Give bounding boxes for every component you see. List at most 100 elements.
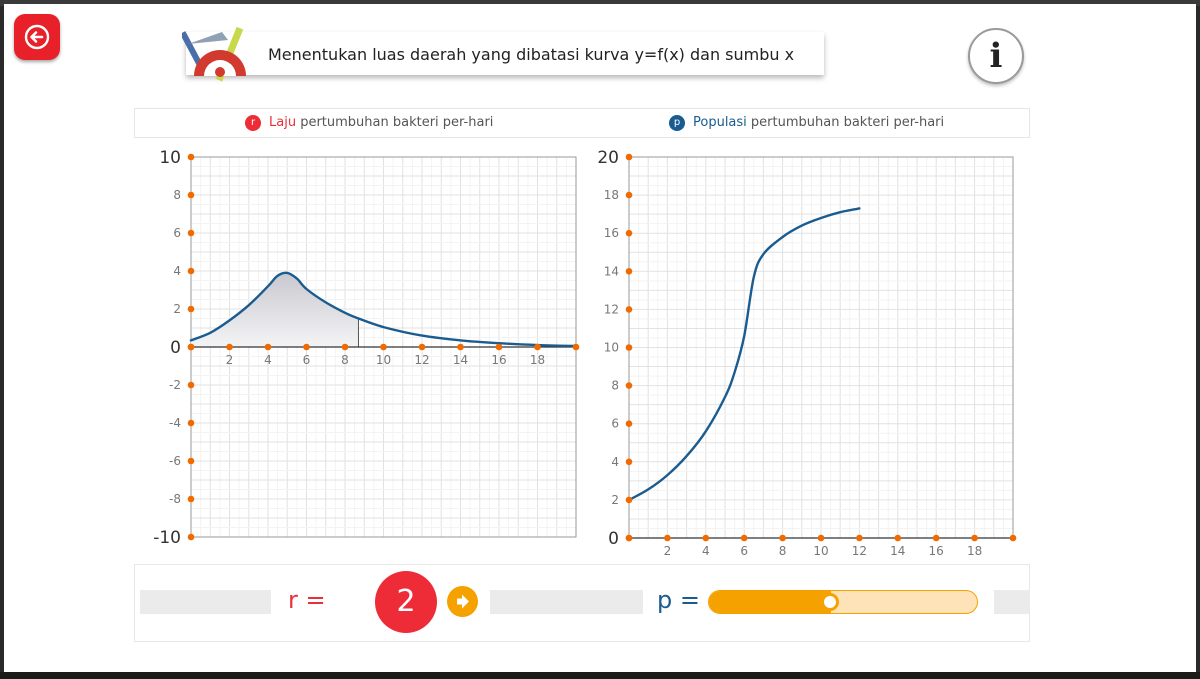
x-tick-label: 8 bbox=[341, 353, 349, 367]
y-tick-dot bbox=[187, 495, 195, 503]
x-tick-label: 12 bbox=[414, 353, 429, 367]
y-tick-label: 4 bbox=[611, 455, 619, 469]
data-curve bbox=[189, 271, 578, 348]
x-tick-dot bbox=[380, 343, 387, 351]
y-tick-label: -10 bbox=[153, 528, 181, 546]
x-tick-label: 12 bbox=[852, 544, 867, 556]
y-tick-label: 10 bbox=[159, 148, 181, 168]
y-tick-label: -4 bbox=[169, 416, 181, 430]
legend-population-highlight: Populasi bbox=[693, 115, 747, 130]
y-tick-label: 0 bbox=[170, 338, 181, 358]
x-tick-dot bbox=[856, 534, 863, 542]
back-button[interactable] bbox=[14, 14, 60, 60]
legend-population-text: pertumbuhan bakteri per-hari bbox=[746, 115, 945, 130]
y-tick-label: 0 bbox=[608, 529, 619, 549]
r-label: r = bbox=[288, 586, 326, 614]
x-tick-label: 2 bbox=[226, 353, 234, 367]
info-icon: i bbox=[989, 36, 1003, 76]
y-tick-dot bbox=[187, 305, 195, 313]
x-tick-label: 18 bbox=[530, 353, 545, 367]
y-tick-dot bbox=[625, 382, 633, 389]
title-bar: Menentukan luas daerah yang dibatasi kur… bbox=[186, 32, 824, 75]
y-tick-label: 6 bbox=[173, 226, 181, 240]
x-tick-dot bbox=[303, 343, 310, 351]
y-tick-dot bbox=[187, 343, 195, 351]
y-tick-dot bbox=[625, 458, 633, 466]
y-tick-dot bbox=[187, 153, 195, 161]
p-slider-knob[interactable] bbox=[820, 593, 839, 611]
data-curve bbox=[627, 207, 861, 502]
p-slider-track[interactable] bbox=[708, 590, 978, 614]
y-tick-dot bbox=[625, 420, 633, 428]
info-button[interactable]: i bbox=[968, 28, 1024, 84]
y-tick-label: 4 bbox=[173, 264, 181, 278]
x-tick-dot bbox=[457, 343, 464, 351]
legend-rate-text: pertumbuhan bakteri per-hari bbox=[296, 115, 494, 130]
x-tick-dot bbox=[779, 534, 786, 542]
play-button[interactable] bbox=[447, 586, 478, 617]
y-tick-label: 2 bbox=[173, 302, 181, 316]
shaded-area bbox=[191, 272, 359, 347]
back-arrow-icon bbox=[24, 24, 50, 50]
y-tick-label: 12 bbox=[604, 302, 619, 316]
x-tick-dot bbox=[341, 343, 349, 351]
x-tick-dot bbox=[264, 343, 272, 351]
x-tick-label: 14 bbox=[890, 544, 905, 556]
x-tick-label: 8 bbox=[779, 544, 787, 556]
y-tick-label: -6 bbox=[169, 454, 181, 468]
x-tick-label: 4 bbox=[264, 353, 272, 367]
y-tick-dot bbox=[187, 419, 195, 427]
y-tick-dot bbox=[187, 229, 195, 237]
x-tick-dot bbox=[971, 534, 978, 542]
y-tick-dot bbox=[625, 496, 633, 504]
x-tick-dot bbox=[740, 534, 748, 542]
y-tick-label: 2 bbox=[611, 493, 619, 507]
x-tick-label: 18 bbox=[967, 544, 982, 556]
r-value-badge[interactable]: 2 bbox=[375, 571, 437, 633]
y-tick-label: 8 bbox=[611, 379, 619, 393]
y-tick-label: 14 bbox=[604, 264, 619, 278]
x-tick-dot bbox=[817, 534, 825, 542]
x-tick-label: 14 bbox=[453, 353, 468, 367]
legend-rate-highlight: Laju bbox=[269, 115, 297, 130]
y-tick-dot bbox=[625, 268, 633, 275]
rate-badge: r bbox=[245, 115, 261, 131]
legend-rate: r Laju pertumbuhan bakteri per-hari bbox=[245, 115, 493, 131]
x-tick-label: 4 bbox=[702, 544, 710, 556]
x-tick-dot bbox=[702, 534, 710, 542]
y-tick-dot bbox=[625, 344, 633, 351]
x-tick-dot bbox=[1009, 534, 1017, 542]
y-tick-label: 20 bbox=[597, 148, 619, 168]
end-slot bbox=[994, 590, 1030, 614]
y-tick-dot bbox=[187, 533, 195, 541]
p-input-slot bbox=[490, 590, 643, 614]
y-tick-dot bbox=[187, 191, 195, 199]
x-tick-dot bbox=[418, 343, 426, 351]
window-frame-top bbox=[0, 0, 1200, 6]
x-tick-label: 10 bbox=[813, 544, 828, 556]
x-tick-dot bbox=[534, 343, 541, 351]
y-tick-label: 18 bbox=[604, 188, 619, 202]
play-arrow-icon bbox=[457, 594, 469, 609]
x-tick-label: 16 bbox=[929, 544, 944, 556]
y-tick-label: -2 bbox=[169, 378, 181, 392]
legend-population: p Populasi pertumbuhan bakteri per-hari bbox=[669, 115, 944, 131]
x-tick-label: 16 bbox=[491, 353, 506, 367]
x-tick-dot bbox=[664, 534, 671, 542]
y-tick-label: 10 bbox=[604, 341, 619, 355]
x-tick-dot bbox=[572, 343, 580, 351]
chart-legend-bar: r Laju pertumbuhan bakteri per-hari p Popu… bbox=[134, 108, 1030, 138]
y-tick-label: 6 bbox=[611, 417, 619, 431]
rate-chart: 2 4 6 8 10 12 14 16 18 10 8 6 4 2 0 -2 -4 -6 -8 -10 bbox=[153, 148, 580, 546]
r-input-slot bbox=[140, 590, 271, 614]
x-tick-label: 6 bbox=[740, 544, 748, 556]
y-tick-dot bbox=[625, 306, 633, 313]
p-label: p = bbox=[657, 586, 700, 614]
y-tick-dot bbox=[187, 457, 195, 465]
x-tick-dot bbox=[226, 343, 233, 351]
p-slider-fill bbox=[709, 591, 831, 613]
window-frame-bottom bbox=[0, 672, 1200, 679]
y-tick-dot bbox=[625, 229, 633, 237]
x-tick-dot bbox=[495, 343, 503, 351]
